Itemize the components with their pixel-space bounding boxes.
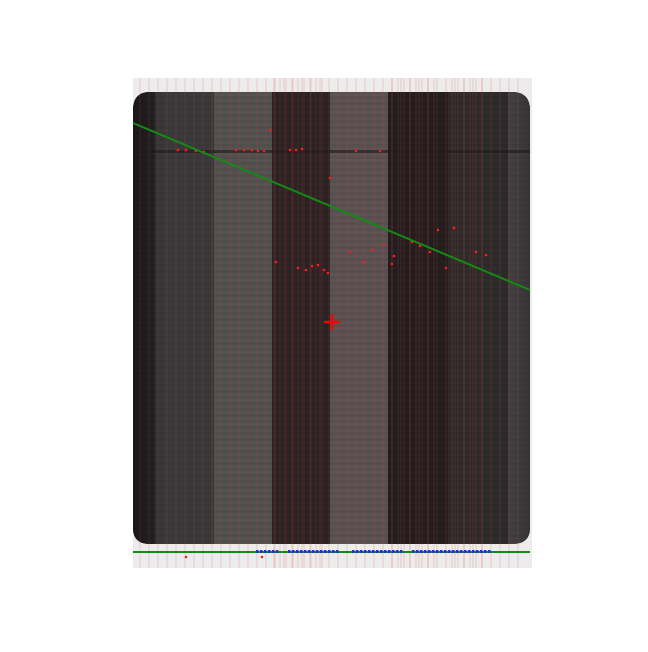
- edge-tick: [464, 550, 467, 553]
- defect-point: [256, 149, 260, 153]
- defect-point: [362, 260, 366, 264]
- edge-tick: [432, 550, 435, 553]
- edge-tick: [308, 550, 311, 553]
- defect-point: [288, 148, 292, 152]
- red-reference-lines: [139, 78, 519, 568]
- defect-point: [354, 149, 358, 153]
- edge-tick: [448, 550, 451, 553]
- edge-tick: [488, 550, 491, 553]
- edge-tick: [312, 550, 315, 553]
- edge-tick: [424, 550, 427, 553]
- defect-point: [428, 250, 432, 254]
- defect-point: [268, 128, 272, 132]
- defect-point: [378, 149, 382, 153]
- defect-point: [304, 268, 308, 272]
- defect-point: [250, 148, 254, 152]
- edge-tick: [440, 550, 443, 553]
- defect-point: [484, 253, 488, 257]
- edge-tick: [388, 550, 391, 553]
- edge-tick: [272, 550, 275, 553]
- edge-tick: [324, 550, 327, 553]
- defect-point: [296, 266, 300, 270]
- edge-tick: [288, 550, 291, 553]
- crosshair-icon: [324, 314, 340, 330]
- edge-tick: [428, 550, 431, 553]
- edge-tick: [412, 550, 415, 553]
- edge-tick: [372, 550, 375, 553]
- defect-point: [328, 176, 332, 180]
- defect-point: [392, 254, 396, 258]
- edge-tick: [368, 550, 371, 553]
- edge-tick: [472, 550, 475, 553]
- edge-tick: [360, 550, 363, 553]
- defect-point: [316, 263, 320, 267]
- defect-point: [184, 555, 188, 559]
- edge-tick: [292, 550, 295, 553]
- fit-line-diagonal: [132, 122, 531, 291]
- defect-point: [300, 147, 304, 151]
- edge-tick: [456, 550, 459, 553]
- edge-tick: [480, 550, 483, 553]
- edge-tick: [352, 550, 355, 553]
- edge-tick: [332, 550, 335, 553]
- edge-tick: [400, 550, 403, 553]
- edge-tick: [256, 550, 259, 553]
- defect-point: [370, 248, 374, 252]
- defect-point: [274, 260, 278, 264]
- edge-tick: [264, 550, 267, 553]
- edge-tick: [276, 550, 279, 553]
- defect-point: [310, 264, 314, 268]
- edge-tick: [296, 550, 299, 553]
- defect-point: [322, 268, 326, 272]
- defect-point: [348, 250, 352, 254]
- edge-tick: [316, 550, 319, 553]
- edge-tick: [320, 550, 323, 553]
- defect-point: [382, 243, 386, 247]
- defect-points: [176, 128, 488, 559]
- edge-tick: [468, 550, 471, 553]
- defect-point: [260, 555, 264, 559]
- defect-point: [418, 244, 422, 248]
- defect-point: [294, 148, 298, 152]
- defect-point: [242, 148, 246, 152]
- defect-point: [436, 228, 440, 232]
- defect-point: [390, 262, 394, 266]
- edge-tick: [392, 550, 395, 553]
- edge-tick: [416, 550, 419, 553]
- edge-tick: [444, 550, 447, 553]
- edge-tick: [268, 550, 271, 553]
- edge-tick: [380, 550, 383, 553]
- edge-tick: [420, 550, 423, 553]
- edge-tick: [336, 550, 339, 553]
- edge-tick: [436, 550, 439, 553]
- bottom-edge-ticks: [256, 550, 491, 553]
- edge-tick: [260, 550, 263, 553]
- defect-point: [452, 226, 456, 230]
- edge-tick: [304, 550, 307, 553]
- edge-tick: [300, 550, 303, 553]
- edge-tick: [328, 550, 331, 553]
- edge-tick: [460, 550, 463, 553]
- defect-point: [262, 149, 266, 153]
- edge-tick: [484, 550, 487, 553]
- defect-point: [326, 271, 330, 275]
- edge-tick: [476, 550, 479, 553]
- defect-point: [176, 148, 180, 152]
- defect-point: [474, 250, 478, 254]
- edge-tick: [356, 550, 359, 553]
- edge-tick: [452, 550, 455, 553]
- defect-point: [184, 148, 188, 152]
- edge-tick: [384, 550, 387, 553]
- edge-tick: [364, 550, 367, 553]
- edge-tick: [376, 550, 379, 553]
- defect-point: [234, 148, 238, 152]
- defect-point: [444, 266, 448, 270]
- edge-tick: [396, 550, 399, 553]
